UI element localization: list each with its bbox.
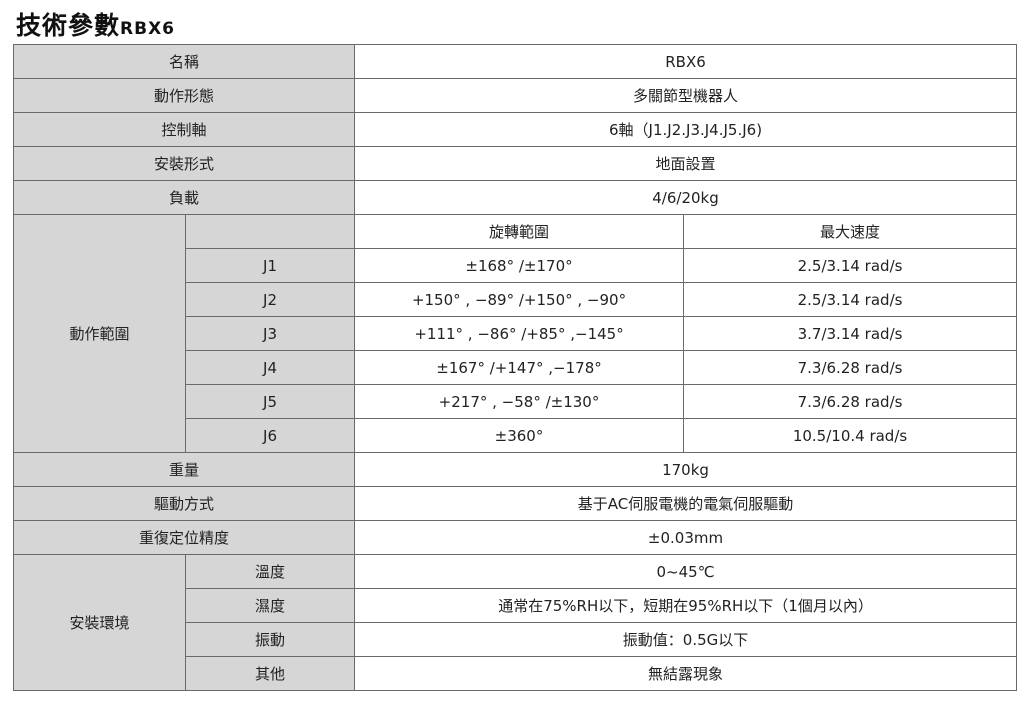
row-label: 重量 [12, 452, 356, 487]
speed-value: 10.5/10.4 rad/s [683, 418, 1018, 453]
page-title: 技術參數RBX6 [16, 6, 175, 42]
rotation-value: ±168° /±170° [354, 248, 685, 283]
rotation-value: ±360° [354, 418, 685, 453]
row-label: 名稱 [12, 44, 356, 79]
speed-value: 2.5/3.14 rad/s [683, 282, 1018, 317]
env-value: 通常在75%RH以下，短期在95%RH以下（1個月以內） [354, 588, 1018, 623]
env-label: 振動 [184, 622, 356, 657]
joint-label: J3 [184, 316, 356, 351]
table-row: J5 +217° , −58° /±130° 7.3/6.28 rad/s [14, 384, 1018, 419]
row-value: 地面設置 [354, 146, 1018, 181]
spec-table: 名稱 RBX6 動作形態 多關節型機器人 控制軸 6軸（J1.J2.J3.J4.J5.… [12, 44, 1018, 691]
title-model: RBX6 [120, 19, 175, 39]
sub-label-empty [184, 214, 356, 249]
row-label: 負載 [12, 180, 356, 215]
row-label: 驅動方式 [12, 486, 356, 521]
table-row: J4 ±167° /+147° ,−178° 7.3/6.28 rad/s [14, 350, 1018, 385]
table-row: 動作範圍 旋轉範圍 最大速度 [13, 214, 1018, 453]
row-label: 控制軸 [12, 112, 356, 147]
table-row: 控制軸 6軸（J1.J2.J3.J4.J5.J6) [12, 112, 1018, 147]
row-value: 170kg [354, 452, 1018, 487]
table-row: 動作形態 多關節型機器人 [12, 78, 1018, 113]
env-label: 溫度 [184, 554, 356, 589]
table-row: J3 +111° , −86° /+85° ,−145° 3.7/3.14 rad/… [14, 316, 1018, 351]
env-value: 0~45℃ [354, 554, 1018, 589]
env-value: 無結露現象 [354, 656, 1018, 691]
row-value: 4/6/20kg [354, 180, 1018, 215]
table-row: 驅動方式 基于AC伺服電機的電氣伺服驅動 [12, 486, 1018, 521]
row-value: ±0.03mm [354, 520, 1018, 555]
column-header: 最大速度 [683, 214, 1018, 249]
row-label: 安裝環境 [13, 554, 186, 691]
joint-label: J4 [184, 350, 356, 385]
env-value: 振動值：0.5G以下 [354, 622, 1018, 657]
joint-label: J2 [184, 282, 356, 317]
joint-label: J6 [184, 418, 356, 453]
speed-value: 7.3/6.28 rad/s [683, 350, 1018, 385]
table-row: 重復定位精度 ±0.03mm [12, 520, 1018, 555]
table-row: 振動 振動值：0.5G以下 [14, 622, 1018, 657]
table-row: 安裝環境 溫度 0~45℃ [13, 554, 1018, 691]
speed-value: 7.3/6.28 rad/s [683, 384, 1018, 419]
table-row: 安裝形式 地面設置 [12, 146, 1018, 181]
column-header: 旋轉範圍 [354, 214, 685, 249]
row-value: 6軸（J1.J2.J3.J4.J5.J6) [354, 112, 1018, 147]
table-row: J1 ±168° /±170° 2.5/3.14 rad/s [14, 248, 1018, 283]
speed-value: 3.7/3.14 rad/s [683, 316, 1018, 351]
row-value: 基于AC伺服電機的電氣伺服驅動 [354, 486, 1018, 521]
rotation-value: +217° , −58° /±130° [354, 384, 685, 419]
table-row: 負載 4/6/20kg [12, 180, 1018, 215]
table-row: 濕度 通常在75%RH以下，短期在95%RH以下（1個月以內） [14, 588, 1018, 623]
env-label: 其他 [184, 656, 356, 691]
table-row: J2 +150° , −89° /+150° , −90° 2.5/3.14 rad… [14, 282, 1018, 317]
env-label: 濕度 [184, 588, 356, 623]
row-label: 重復定位精度 [12, 520, 356, 555]
table-row: 其他 無結露現象 [14, 656, 1018, 691]
rotation-value: +111° , −86° /+85° ,−145° [354, 316, 685, 351]
row-value: RBX6 [354, 44, 1018, 79]
speed-value: 2.5/3.14 rad/s [683, 248, 1018, 283]
row-label: 安裝形式 [12, 146, 356, 181]
rotation-value: +150° , −89° /+150° , −90° [354, 282, 685, 317]
row-label: 動作形態 [12, 78, 356, 113]
table-row: J6 ±360° 10.5/10.4 rad/s [14, 418, 1018, 453]
joint-label: J5 [184, 384, 356, 419]
rotation-value: ±167° /+147° ,−178° [354, 350, 685, 385]
row-value: 多關節型機器人 [354, 78, 1018, 113]
table-row: 名稱 RBX6 [12, 44, 1018, 79]
table-row: 重量 170kg [12, 452, 1018, 487]
joint-label: J1 [184, 248, 356, 283]
row-label: 動作範圍 [13, 214, 186, 453]
title-text: 技術參數 [16, 11, 121, 40]
